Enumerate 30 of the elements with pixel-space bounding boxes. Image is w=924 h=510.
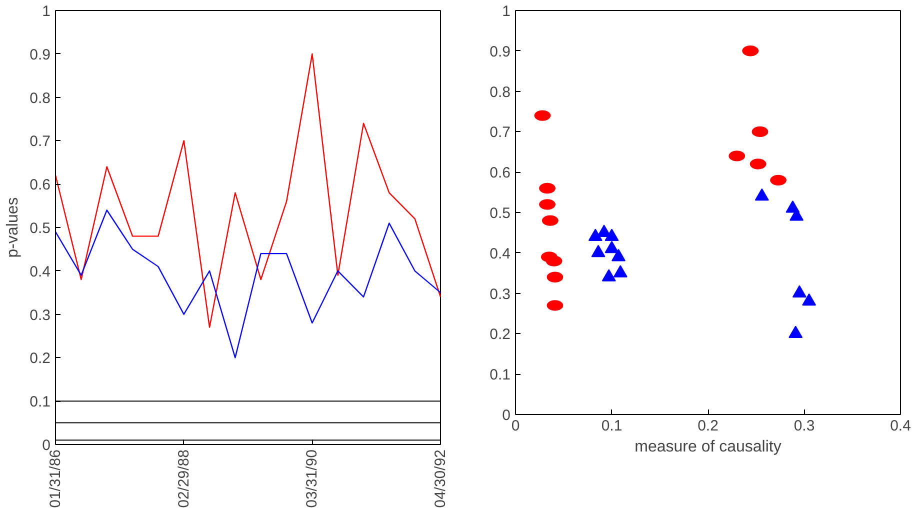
y-tick-label: 0.5 [490, 205, 511, 222]
y-tick-label: 0.9 [490, 43, 511, 60]
y-tick-label: 0.7 [490, 124, 511, 142]
y-tick-label: 0.2 [490, 326, 511, 344]
x-tick-label: 02/29/88 [175, 450, 192, 508]
x-tick-label: 0.4 [890, 418, 911, 434]
y-tick-label: 0.4 [30, 263, 51, 280]
y-tick-label: 0.3 [30, 306, 51, 324]
y-tick-label: 0.7 [30, 133, 51, 150]
y-tick-label: 1 [502, 3, 510, 20]
y-tick-label: 0.1 [490, 366, 511, 384]
y-tick-label: 0.9 [30, 46, 51, 64]
x-tick-label: 04/30/92 [432, 450, 449, 508]
y-tick-label: 0.5 [30, 220, 51, 237]
y-tick-label: 1 [42, 3, 50, 20]
y-tick-label: 0.8 [490, 84, 511, 101]
x-tick-label: 0.3 [794, 418, 815, 434]
y-tick-label: 0.1 [30, 394, 51, 411]
x-tick-label: 03/31/90 [304, 450, 321, 508]
y-tick-label: 0 [502, 407, 510, 424]
y-axis-title: p-values [4, 197, 22, 258]
y-tick-label: 0.6 [30, 176, 51, 194]
x-axis-title: measure of causality [634, 438, 782, 456]
y-tick-label: 0.4 [490, 245, 511, 262]
x-tick-label: 0.2 [698, 418, 718, 434]
y-tick-label: 0.2 [30, 350, 51, 368]
y-tick-label: 0.6 [490, 164, 511, 182]
y-tick-label: 0.3 [490, 286, 511, 303]
y-tick-label: 0.8 [30, 90, 51, 107]
x-tick-label: 0.1 [601, 418, 622, 434]
